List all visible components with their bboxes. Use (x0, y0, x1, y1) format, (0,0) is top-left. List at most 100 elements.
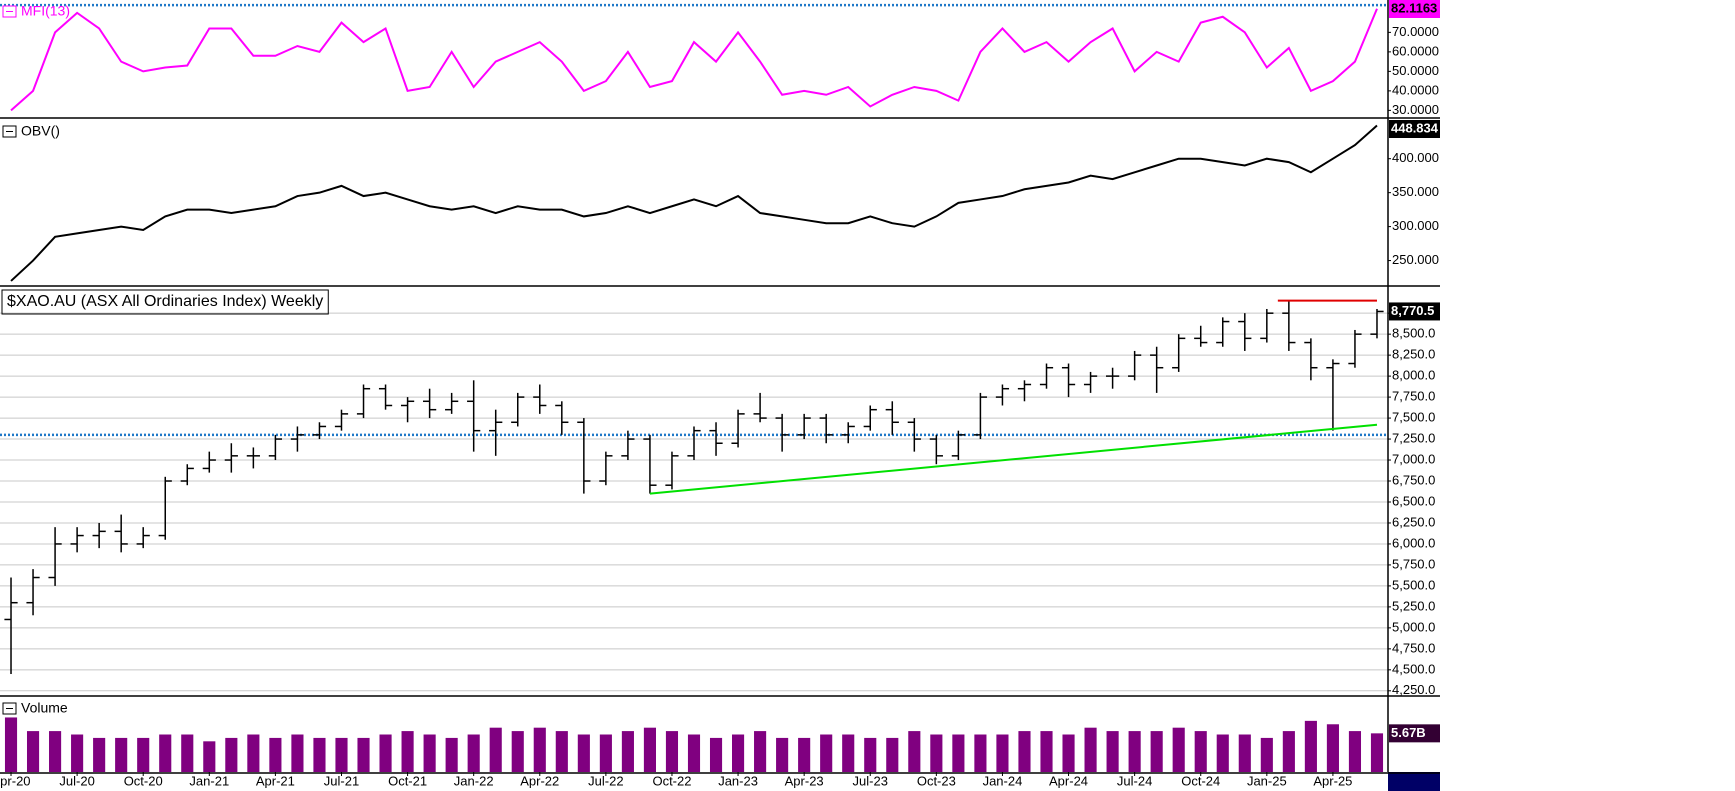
y-tick-label: 5,000.0 (1392, 619, 1435, 634)
volume-bar (643, 727, 656, 772)
x-tick-label: Jan-25 (1247, 773, 1287, 788)
last-value-box (1389, 120, 1440, 138)
volume-bar (1304, 720, 1317, 772)
title-box (1, 289, 329, 315)
trend-line (649, 423, 1378, 495)
volume-bar (511, 731, 524, 772)
y-tick-label: 350.000 (1392, 184, 1439, 199)
volume-bar (1040, 731, 1053, 772)
chart-background (0, 0, 1440, 791)
volume-bar (181, 734, 194, 772)
x-tick-label: Jul-24 (1117, 773, 1152, 788)
volume-bar (4, 717, 18, 772)
x-tick-label: Jan-23 (718, 773, 758, 788)
x-tick-label: Apr-24 (1049, 773, 1088, 788)
volume-bar (489, 727, 502, 772)
volume-bar (1018, 731, 1031, 772)
volume-bar (423, 734, 436, 772)
y-tick-label: 4,250.0 (1392, 682, 1435, 697)
volume-bar (49, 731, 62, 772)
volume-bar (1238, 734, 1251, 772)
volume-bar (467, 734, 480, 772)
x-tick-label: Jan-21 (189, 773, 229, 788)
last-value-label: 8,770.5 (1391, 303, 1434, 318)
y-tick-label: 6,500.0 (1392, 493, 1435, 508)
volume-bar (1150, 731, 1163, 772)
volume-bar (137, 737, 150, 772)
x-tick-label: Oct-24 (1181, 773, 1220, 788)
volume-bar (269, 737, 282, 772)
volume-bar (886, 737, 899, 772)
y-tick-label: 400.000 (1392, 150, 1439, 165)
x-tick-label: Jul-22 (588, 773, 623, 788)
volume-bar (776, 737, 789, 772)
volume-bar (996, 734, 1009, 772)
last-value-box (1389, 0, 1440, 18)
panel-title: $XAO.AU (ASX All Ordinaries Index) Weekl… (7, 293, 323, 310)
volume-bar (335, 737, 348, 772)
y-tick-label: 30.0000 (1392, 102, 1439, 117)
y-tick-label: 250.000 (1392, 252, 1439, 267)
volume-bar (952, 734, 965, 772)
volume-bar (379, 734, 392, 772)
corner-block (1388, 772, 1440, 791)
x-tick-label: Oct-21 (388, 773, 427, 788)
panel-title: MFI(13) (21, 3, 70, 19)
y-tick-label: 50.0000 (1392, 63, 1439, 78)
panel-title: OBV() (21, 123, 60, 139)
y-tick-label: 4,750.0 (1392, 640, 1435, 655)
volume-bar (445, 737, 458, 772)
data-line (10, 124, 1378, 282)
volume-bar (115, 737, 128, 772)
volume-bar (1084, 727, 1097, 772)
y-tick-label: 4,500.0 (1392, 661, 1435, 676)
volume-bar (1062, 734, 1075, 772)
x-tick-label: Jul-20 (59, 773, 94, 788)
volume-bar (313, 737, 326, 772)
volume-bar (754, 731, 767, 772)
volume-bar (820, 734, 833, 772)
volume-bar (401, 731, 414, 772)
x-tick-label: Apr-25 (1313, 773, 1352, 788)
x-tick-label: Apr-23 (785, 773, 824, 788)
right-axis: 30.0000 40.0000 50.0000 60.0000 70.0000 82.11… (1388, 0, 1440, 743)
volume-bar (974, 734, 987, 772)
last-value-label: 82.1163 (1391, 0, 1437, 15)
volume-bar (247, 734, 260, 772)
y-tick-label: 7,500.0 (1392, 410, 1435, 425)
volume-bar (1106, 731, 1119, 772)
last-value-label: 5.67B (1391, 725, 1426, 740)
volume-bar (1326, 724, 1339, 772)
volume-bar (798, 737, 811, 772)
data-line (10, 8, 1378, 112)
y-tick-label: 6,250.0 (1392, 514, 1435, 529)
y-tick-label: 7,250.0 (1392, 430, 1435, 445)
x-tick-label: Apr-22 (520, 773, 559, 788)
x-tick-label: Oct-20 (124, 773, 163, 788)
volume-bar (159, 734, 172, 772)
volume-bar (26, 731, 40, 772)
x-tick-label: Jan-24 (983, 773, 1023, 788)
volume-bar (577, 734, 590, 772)
volume-bar (555, 731, 568, 772)
y-tick-label: 40.0000 (1392, 82, 1439, 97)
y-tick-label: 5,750.0 (1392, 556, 1435, 571)
last-value-box (1389, 724, 1440, 743)
y-tick-label: 7,000.0 (1392, 451, 1435, 466)
volume-bar (665, 731, 679, 772)
volume-bar (930, 734, 943, 772)
volume-bar (621, 731, 634, 772)
panel-title: Volume (21, 700, 68, 716)
y-tick-label: 8,000.0 (1392, 368, 1435, 383)
y-tick-label: 8,250.0 (1392, 347, 1435, 362)
volume-bar (709, 737, 723, 772)
volume-bar (1194, 731, 1207, 772)
volume-bar (864, 737, 877, 772)
y-tick-label: 300.000 (1392, 218, 1439, 233)
volume-bar (533, 727, 546, 772)
volume-bar (1128, 731, 1141, 772)
x-tick-label: Apr-21 (256, 773, 295, 788)
y-tick-label: 60.0000 (1392, 43, 1439, 58)
volume-bar (225, 737, 238, 772)
